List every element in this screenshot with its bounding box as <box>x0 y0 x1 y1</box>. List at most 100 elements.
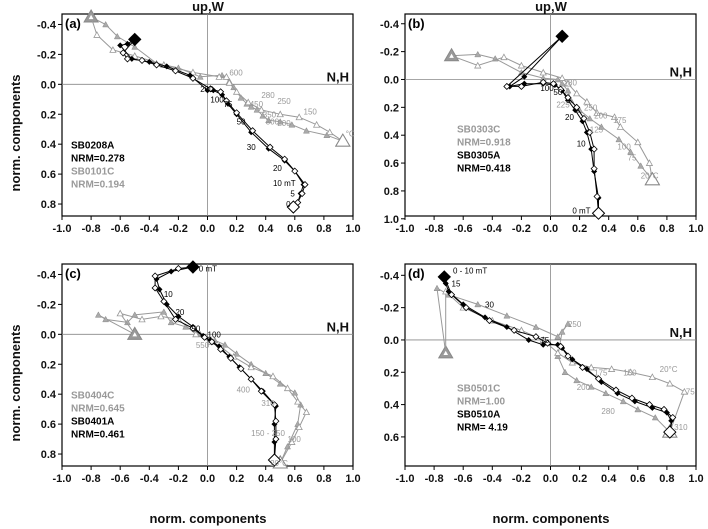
step-label-d-8: 0 - 10 mT <box>453 266 487 275</box>
step-label-c-7: 10 <box>164 290 173 299</box>
triangle-point-c-1-15 <box>116 309 124 317</box>
diamond-point-d-3-5 <box>612 386 620 394</box>
triangle-point-a-1-5 <box>257 105 266 113</box>
legend-entry-d-1: NRM=1.00 <box>457 397 506 408</box>
diamond-point-c-3-5 <box>247 375 255 383</box>
step-label-a-13: 30 <box>247 143 256 152</box>
triangle-point-a-1-1 <box>326 128 334 136</box>
legend-entry-d-2: SB0510A <box>457 410 500 421</box>
triangle-point-d-0-6 <box>573 376 581 384</box>
triangle-point-c-1-16 <box>131 330 139 338</box>
panel-label-d: (d) <box>408 266 425 281</box>
diamond-point-b-3-8 <box>557 85 565 93</box>
triangle-point-b-0-9 <box>558 80 566 87</box>
triangle-point-d-1-1 <box>680 387 689 395</box>
triangle-point-b-1-9 <box>558 74 566 81</box>
triangle-point-d-0-2 <box>634 405 642 413</box>
diamond-point-c-3-10 <box>201 333 209 341</box>
step-label-b-4: 175 <box>613 116 627 125</box>
diamond-point-a-2-17 <box>117 42 124 49</box>
triangle-point-d-1-14 <box>442 349 450 356</box>
diamond-point-c-3-16 <box>174 264 182 273</box>
diamond-point-a-3-3 <box>301 181 309 189</box>
triangle-point-a-0-20 <box>102 20 110 28</box>
up-axis-label-b: up,W <box>535 0 567 14</box>
step-label-c-3: 150 - 250 <box>251 429 285 438</box>
triangle-point-b-1-8 <box>564 79 572 87</box>
triangle-point-d-1-3 <box>648 373 657 381</box>
x-tick-label-b-8: 0.6 <box>630 223 645 235</box>
triangle-point-c-1-6 <box>269 372 277 380</box>
diamond-point-a-3-11 <box>206 85 214 93</box>
triangle-point-a-1-9 <box>222 73 231 80</box>
diamond-point-a-3-17 <box>119 49 127 57</box>
x-tick-label-c-7: 0.4 <box>258 473 274 485</box>
triangle-point-d-0-12 <box>532 323 540 330</box>
legend-entry-a-1: NRM=0.278 <box>71 154 125 165</box>
step-label-a-17: 0 <box>286 200 291 209</box>
triangle-point-b-0-8 <box>564 87 572 94</box>
triangle-point-d-0-11 <box>554 333 562 340</box>
diamond-point-a-3-7 <box>249 127 257 135</box>
x-axis-title-left: norm. components <box>149 511 266 526</box>
x-tick-label-c-5: 0.0 <box>200 473 215 485</box>
diamond-point-d-3-15 <box>447 291 456 299</box>
legend-entry-b-3: NRM=0.418 <box>457 163 511 174</box>
triangle-point-c-1-2 <box>295 423 303 430</box>
legend-entry-a-3: NRM=0.194 <box>71 180 125 191</box>
x-tick-label-a-0: -1.0 <box>53 223 72 235</box>
x-tick-label-d-0: -1.0 <box>396 473 415 485</box>
step-label-c-9: 50 <box>191 324 200 333</box>
triangle-point-b-1-6 <box>583 97 591 105</box>
diamond-point-d-3-9 <box>557 342 565 350</box>
x-tick-label-b-3: -0.4 <box>483 223 503 235</box>
diamond-point-a-2-15 <box>146 58 153 65</box>
x-tick-label-a-7: 0.4 <box>258 223 274 235</box>
triangle-point-d-0-14 <box>474 300 482 308</box>
diamond-point-c-3-11 <box>189 324 197 332</box>
triangle-point-b-0-1 <box>637 162 645 169</box>
step-label-d-3: 20°C <box>660 365 678 374</box>
y-tick-label-b-2: 0.0 <box>384 74 399 86</box>
y-tick-label-d-4: 0.4 <box>384 400 400 412</box>
diamond-point-c-3-6 <box>237 365 245 373</box>
series-line-b-3 <box>505 35 599 214</box>
step-label-c-8: 20 <box>175 308 184 317</box>
triangle-point-a-0-15 <box>196 73 204 80</box>
diamond-point-d-3-11 <box>532 333 540 341</box>
step-label-b-8: 20°C <box>641 172 659 181</box>
diamond-point-b-3-9 <box>549 80 557 88</box>
triangle-point-a-0-3 <box>288 121 296 128</box>
diamond-point-a-3-13 <box>171 67 180 75</box>
y-tick-label-c-6: 0.8 <box>41 449 56 461</box>
x-tick-label-a-9: 0.8 <box>316 223 331 235</box>
triangle-point-b-1-14 <box>447 51 456 59</box>
x-tick-label-c-6: 0.2 <box>229 473 244 485</box>
triangle-point-d-0-9 <box>558 328 566 335</box>
triangle-point-d-0-13 <box>503 312 511 319</box>
triangle-point-d-0-7 <box>561 368 569 376</box>
series-line-b-2 <box>509 35 599 214</box>
step-label-b-2: 250 <box>584 103 598 112</box>
diamond-point-d-3-12 <box>510 326 518 334</box>
nrm-marker-d-3 <box>663 425 677 439</box>
triangle-point-d-0-1 <box>651 413 659 421</box>
legend-entry-c-2: SB0401A <box>71 417 114 428</box>
x-tick-label-d-8: 0.6 <box>630 473 645 485</box>
diamond-point-d-3-8 <box>564 352 572 360</box>
triangle-point-b-1-3 <box>616 123 625 130</box>
step-label-c-6: 0 mT <box>199 264 217 273</box>
north-axis-label-c: N,H <box>327 319 349 334</box>
x-tick-label-d-4: -0.2 <box>512 473 531 485</box>
triangle-point-d-1-4 <box>626 368 635 376</box>
nrm-marker-a-3 <box>286 200 301 214</box>
nrm-marker-a-1 <box>334 133 351 147</box>
step-label-b-0: 280 <box>564 78 578 87</box>
diamond-point-c-3-3 <box>270 401 278 409</box>
x-tick-label-b-10: 1.0 <box>688 223 703 235</box>
step-label-a-7: 150 <box>304 107 318 116</box>
x-tick-label-c-8: 0.6 <box>287 473 302 485</box>
triangle-point-c-1-1 <box>288 438 296 445</box>
triangle-point-d-1-6 <box>587 363 595 371</box>
x-tick-label-a-2: -0.6 <box>111 223 130 235</box>
